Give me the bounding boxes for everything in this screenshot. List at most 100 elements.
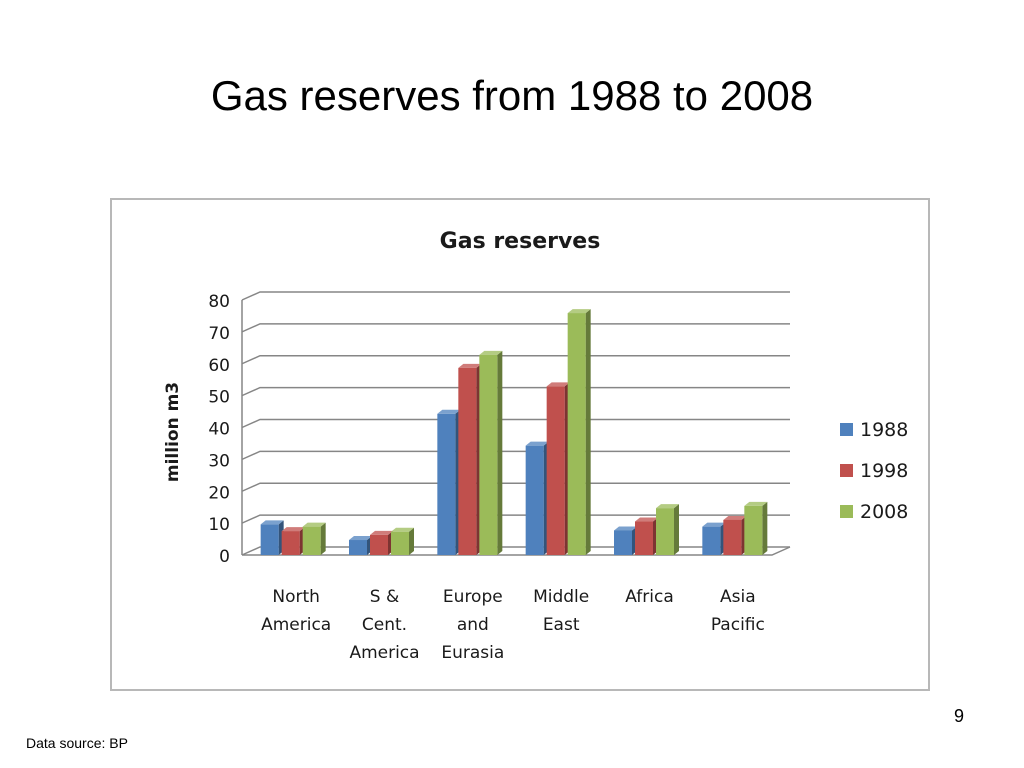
floor-edge: [242, 546, 791, 556]
legend-item-2008: 2008: [840, 501, 908, 523]
bar-top: [702, 522, 726, 527]
legend-label: 2008: [860, 501, 908, 523]
bar-2008-1: [391, 527, 414, 555]
gas-reserves-chart: Gas reserves million m3 0 10 20 30 40 50 60 70 8…: [163, 229, 908, 663]
bar-top: [546, 382, 570, 387]
bar-front: [635, 521, 653, 555]
y-tick-label: 80: [208, 292, 230, 312]
bar-front: [546, 386, 565, 555]
bar-1998-0: [281, 527, 305, 555]
bar-side: [674, 504, 679, 555]
bar-top: [281, 527, 305, 532]
x-tick-label-line: S &: [370, 587, 399, 607]
y-tick-label: 50: [208, 388, 230, 408]
x-tick-label-line: Asia: [720, 587, 756, 607]
bar-2008-3: [567, 309, 591, 555]
y-tick-label: 10: [208, 515, 230, 535]
y-tick-label: 60: [208, 356, 230, 376]
bar-1998-3: [546, 382, 570, 555]
x-tick-label-line: America: [261, 615, 331, 635]
bar-side: [320, 522, 326, 555]
chart-title: Gas reserves: [440, 229, 601, 254]
bar-front: [302, 526, 321, 555]
bar-top: [349, 536, 372, 541]
bar-1988-0: [260, 520, 284, 555]
data-source-note: Data source: BP: [26, 735, 128, 751]
bar-top: [525, 441, 549, 446]
gridline: [241, 482, 790, 492]
bar-front: [349, 540, 367, 555]
x-tick-label: Africa: [625, 587, 674, 607]
legend-swatch: [840, 423, 853, 436]
x-tick-label-line: North: [272, 587, 320, 607]
bar-top: [302, 522, 326, 527]
bar-side: [497, 350, 503, 555]
x-tick-label-line: Middle: [533, 587, 589, 607]
bar-front: [567, 313, 586, 555]
bar-1998-4: [635, 517, 658, 555]
y-tick-label: 70: [208, 324, 230, 344]
x-tick-label: North America: [261, 587, 331, 635]
bar-front: [260, 524, 279, 555]
bar-top: [391, 527, 414, 532]
bar-top: [437, 409, 461, 414]
bar-1988-3: [525, 441, 549, 555]
bar-top: [723, 515, 747, 520]
bar-side: [585, 309, 591, 555]
gridline: [241, 546, 790, 556]
chart-frame: Gas reserves million m3 0 10 20 30 40 50 60 70 8…: [110, 198, 930, 691]
gridline: [241, 323, 790, 333]
bar-front: [281, 531, 300, 555]
legend-label: 1988: [860, 419, 908, 441]
bar-front: [656, 508, 674, 555]
bar-2008-0: [302, 522, 326, 555]
gridline: [241, 386, 790, 397]
bar-1988-2: [437, 409, 461, 555]
x-tick-label: S & Cent. America: [349, 587, 419, 663]
legend-label: 1998: [860, 460, 908, 482]
bar-side: [409, 527, 414, 555]
y-tick-label: 20: [208, 483, 230, 503]
bar-side: [762, 501, 768, 555]
bar-front: [391, 531, 409, 555]
legend-swatch: [840, 505, 853, 518]
legend-item-1988: 1988: [840, 419, 908, 441]
bar-front: [370, 534, 388, 555]
x-tick-label-line: America: [349, 643, 419, 663]
bar-1988-4: [614, 526, 637, 555]
gridline: [241, 291, 790, 301]
bar-top: [656, 504, 679, 509]
bar-1998-5: [723, 515, 747, 555]
x-tick-label-line: Cent.: [362, 615, 407, 635]
legend-item-1998: 1998: [840, 460, 908, 482]
bar-top: [635, 517, 658, 522]
bar-front: [744, 505, 763, 555]
bar-1988-5: [702, 522, 726, 555]
bar-top: [614, 526, 637, 531]
x-tick-label-line: and: [457, 615, 489, 635]
bar-2008-2: [479, 350, 503, 555]
gridline: [241, 450, 790, 461]
bar-2008-5: [744, 501, 768, 555]
bar-top: [370, 530, 393, 535]
bar-front: [702, 526, 721, 555]
bar-1998-1: [370, 530, 393, 555]
x-tick-label: Asia Pacific: [711, 587, 765, 635]
x-tick-label-line: Africa: [625, 587, 674, 607]
legend-swatch: [840, 464, 853, 477]
x-tick-label-line: Eurasia: [441, 643, 504, 663]
x-tick-label-line: Europe: [443, 587, 503, 607]
bar-top: [260, 520, 284, 525]
bar-front: [458, 367, 477, 555]
x-tick-label-line: East: [543, 615, 580, 635]
bar-top: [567, 309, 591, 314]
bar-front: [437, 413, 456, 555]
bar-top: [744, 501, 768, 506]
bar-top: [479, 350, 503, 355]
bar-1988-1: [349, 536, 372, 555]
gridline: [241, 418, 790, 429]
bar-front: [723, 519, 742, 555]
bar-front: [525, 445, 544, 555]
bar-1998-2: [458, 363, 482, 555]
gridline: [241, 514, 790, 524]
